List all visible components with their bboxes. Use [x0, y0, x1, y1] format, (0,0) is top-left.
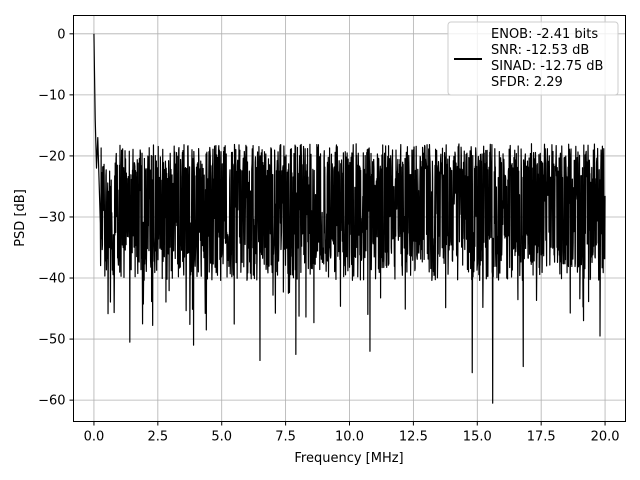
- y-tick-label: 0: [57, 27, 65, 42]
- psd-series-line: [93, 33, 606, 404]
- y-tick-label: −20: [38, 149, 65, 164]
- x-tick-label: 20.0: [591, 430, 620, 445]
- y-tick-label: −10: [38, 88, 65, 103]
- y-tick-label: −40: [38, 272, 65, 287]
- y-axis-label: PSD [dB]: [13, 189, 28, 247]
- legend-sfdr: SFDR: 2.29: [491, 75, 563, 90]
- x-tick-label: 2.5: [147, 430, 168, 445]
- x-tick-label: 12.5: [399, 430, 428, 445]
- y-tick-label: −30: [38, 210, 65, 225]
- tick-layer: 0.0 2.5 5.0 7.5 10.0 12.5 15.0 17.5 20.0 0 −10 −20 −…: [38, 27, 619, 444]
- legend-snr: SNR: -12.53 dB: [491, 43, 589, 58]
- legend-box: [447, 21, 619, 96]
- legend: ENOB: -2.41 bits SNR: -12.53 dB SINAD: -…: [447, 21, 619, 96]
- y-tick-label: −60: [38, 394, 65, 409]
- x-tick-label: 17.5: [527, 430, 556, 445]
- legend-enob: ENOB: -2.41 bits: [491, 27, 598, 42]
- y-tick-label: −50: [38, 333, 65, 348]
- x-tick-label: 5.0: [211, 430, 232, 445]
- legend-sinad: SINAD: -12.75 dB: [491, 59, 603, 74]
- x-axis-label: Frequency [MHz]: [294, 451, 403, 466]
- x-tick-label: 10.0: [335, 430, 364, 445]
- x-tick-label: 15.0: [463, 430, 492, 445]
- x-tick-label: 0.0: [84, 430, 105, 445]
- x-tick-label: 7.5: [275, 430, 296, 445]
- data-layer: [93, 33, 606, 404]
